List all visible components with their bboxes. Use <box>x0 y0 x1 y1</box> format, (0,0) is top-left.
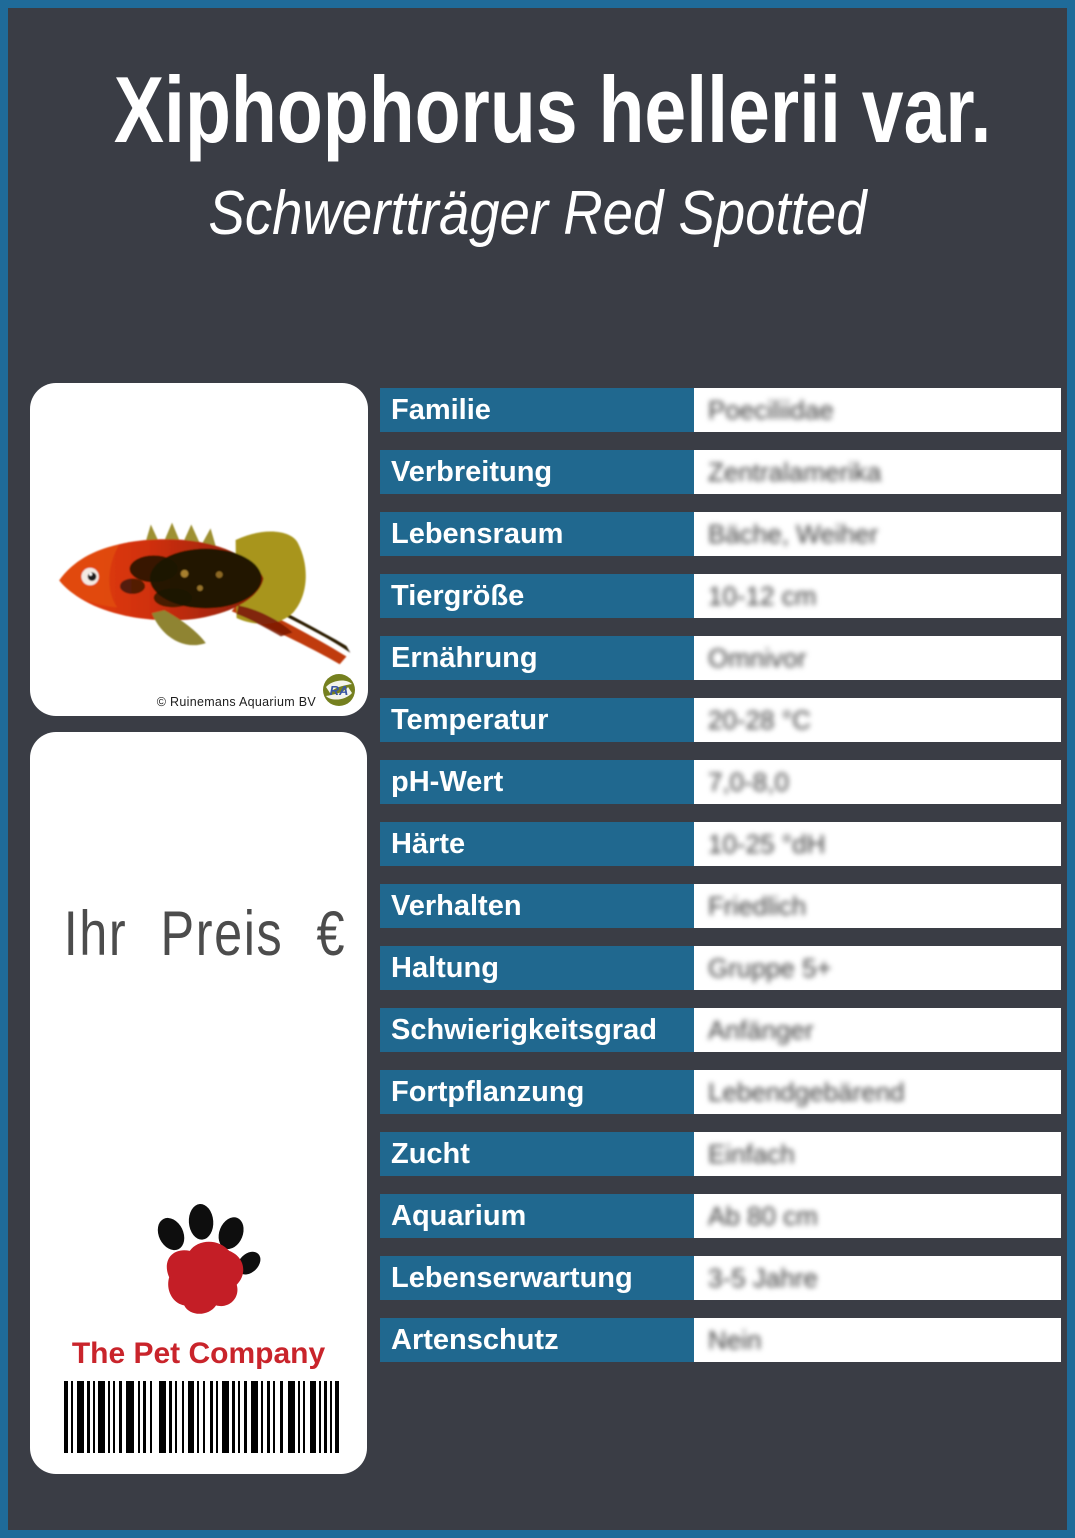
spec-value: Ab 80 cm <box>694 1194 1061 1238</box>
spec-label: Härte <box>380 822 694 866</box>
table-row: Ernährung Omnivor <box>380 636 1061 680</box>
spec-value: Gruppe 5+ <box>694 946 1061 990</box>
table-row: Tiergröße 10-12 cm <box>380 574 1061 618</box>
spec-label: Verbreitung <box>380 450 694 494</box>
table-row: Aquarium Ab 80 cm <box>380 1194 1061 1238</box>
spec-value: 10-12 cm <box>694 574 1061 618</box>
table-row: Lebenserwartung 3-5 Jahre <box>380 1256 1061 1300</box>
spec-value: 7,0-8,0 <box>694 760 1061 804</box>
price-label: Ihr Preis € <box>63 899 347 969</box>
spec-value-text: Bäche, Weiher <box>708 519 879 549</box>
table-row: Verhalten Friedlich <box>380 884 1061 928</box>
spec-label: Familie <box>380 388 694 432</box>
spec-label: Ernährung <box>380 636 694 680</box>
table-row: Familie Poeciliidae <box>380 388 1061 432</box>
spec-label: Lebensraum <box>380 512 694 556</box>
table-row: Lebensraum Bäche, Weiher <box>380 512 1061 556</box>
spec-label: Tiergröße <box>380 574 694 618</box>
spec-label: Fortpflanzung <box>380 1070 694 1114</box>
table-row: Verbreitung Zentralamerika <box>380 450 1061 494</box>
fish-caudal-streak <box>236 605 293 637</box>
fish-photo-card: © Ruinemans Aquarium BV RA <box>30 383 368 716</box>
spec-value: Anfänger <box>694 1008 1061 1052</box>
photo-copyright: © Ruinemans Aquarium BV <box>156 695 316 709</box>
table-row: Artenschutz Nein <box>380 1318 1061 1362</box>
spec-label: Zucht <box>380 1132 694 1176</box>
spec-label: Schwierigkeitsgrad <box>380 1008 694 1052</box>
spec-label: Haltung <box>380 946 694 990</box>
fish-black-blotch <box>153 588 193 608</box>
spec-value-text: Ab 80 cm <box>708 1201 818 1231</box>
spec-value-text: Gruppe 5+ <box>708 953 832 983</box>
spec-label: Artenschutz <box>380 1318 694 1362</box>
spec-value-text: 3-5 Jahre <box>708 1263 818 1293</box>
spec-value-text: Anfänger <box>708 1015 814 1045</box>
spec-value: Zentralamerika <box>694 450 1061 494</box>
barcode-image <box>64 1381 339 1453</box>
spec-value-text: 10-12 cm <box>708 581 817 611</box>
spec-label: Lebenserwartung <box>380 1256 694 1300</box>
spec-label: Aquarium <box>380 1194 694 1238</box>
table-row: Zucht Einfach <box>380 1132 1061 1176</box>
spec-value: Lebendgebärend <box>694 1070 1061 1114</box>
spec-value: Poeciliidae <box>694 388 1061 432</box>
page-title: Xiphophorus hellerii var. <box>113 57 992 162</box>
spec-value-text: Omnivor <box>708 643 807 673</box>
price-card: Ihr Preis € The Pet Company <box>30 732 367 1474</box>
spec-label: Verhalten <box>380 884 694 928</box>
spec-value-text: Lebendgebärend <box>708 1077 905 1107</box>
spec-value-text: Poeciliidae <box>708 395 834 425</box>
table-row: Schwierigkeitsgrad Anfänger <box>380 1008 1061 1052</box>
page-subtitle: Schwertträger Red Spotted <box>208 179 867 248</box>
paw-print-icon <box>157 1204 260 1314</box>
spec-value: Nein <box>694 1318 1061 1362</box>
fish-black-blotch <box>129 555 178 583</box>
fish-pelvic-fin <box>151 610 206 646</box>
brand-name: The Pet Company <box>71 1337 326 1370</box>
spec-label: pH-Wert <box>380 760 694 804</box>
fish-black-blotch <box>119 578 146 594</box>
spec-value-text: Nein <box>708 1325 762 1355</box>
fish-eye-highlight <box>89 572 93 576</box>
spec-value: 3-5 Jahre <box>694 1256 1061 1300</box>
spec-value-text: 10-25 °dH <box>708 829 826 859</box>
spec-value: Einfach <box>694 1132 1061 1176</box>
spec-value: 10-25 °dH <box>694 822 1061 866</box>
fish-photo <box>59 522 351 665</box>
spec-value: Omnivor <box>694 636 1061 680</box>
spec-value-text: 20-28 °C <box>708 705 811 735</box>
table-row: Härte 10-25 °dH <box>380 822 1061 866</box>
spec-value-text: 7,0-8,0 <box>708 767 789 797</box>
spec-label: Temperatur <box>380 698 694 742</box>
ruinemans-aquarium-logo-icon: RA <box>323 674 355 706</box>
spec-value-text: Einfach <box>708 1139 795 1169</box>
spec-table: Familie Poeciliidae Verbreitung Zentralamer… <box>380 388 1061 1362</box>
ra-logo-text: RA <box>330 683 349 698</box>
spec-value: 20-28 °C <box>694 698 1061 742</box>
fish-caudal-fin <box>235 531 306 624</box>
table-row: Temperatur 20-28 °C <box>380 698 1061 742</box>
table-row: pH-Wert 7,0-8,0 <box>380 760 1061 804</box>
fish-pupil <box>87 572 97 581</box>
fish-speckle <box>197 585 203 592</box>
spec-value-text: Zentralamerika <box>708 457 882 487</box>
table-row: Haltung Gruppe 5+ <box>380 946 1061 990</box>
spec-value: Bäche, Weiher <box>694 512 1061 556</box>
fish-speckle <box>215 571 223 579</box>
spec-value: Friedlich <box>694 884 1061 928</box>
table-row: Fortpflanzung Lebendgebärend <box>380 1070 1061 1114</box>
spec-value-text: Friedlich <box>708 891 807 921</box>
fish-speckle <box>180 569 189 578</box>
